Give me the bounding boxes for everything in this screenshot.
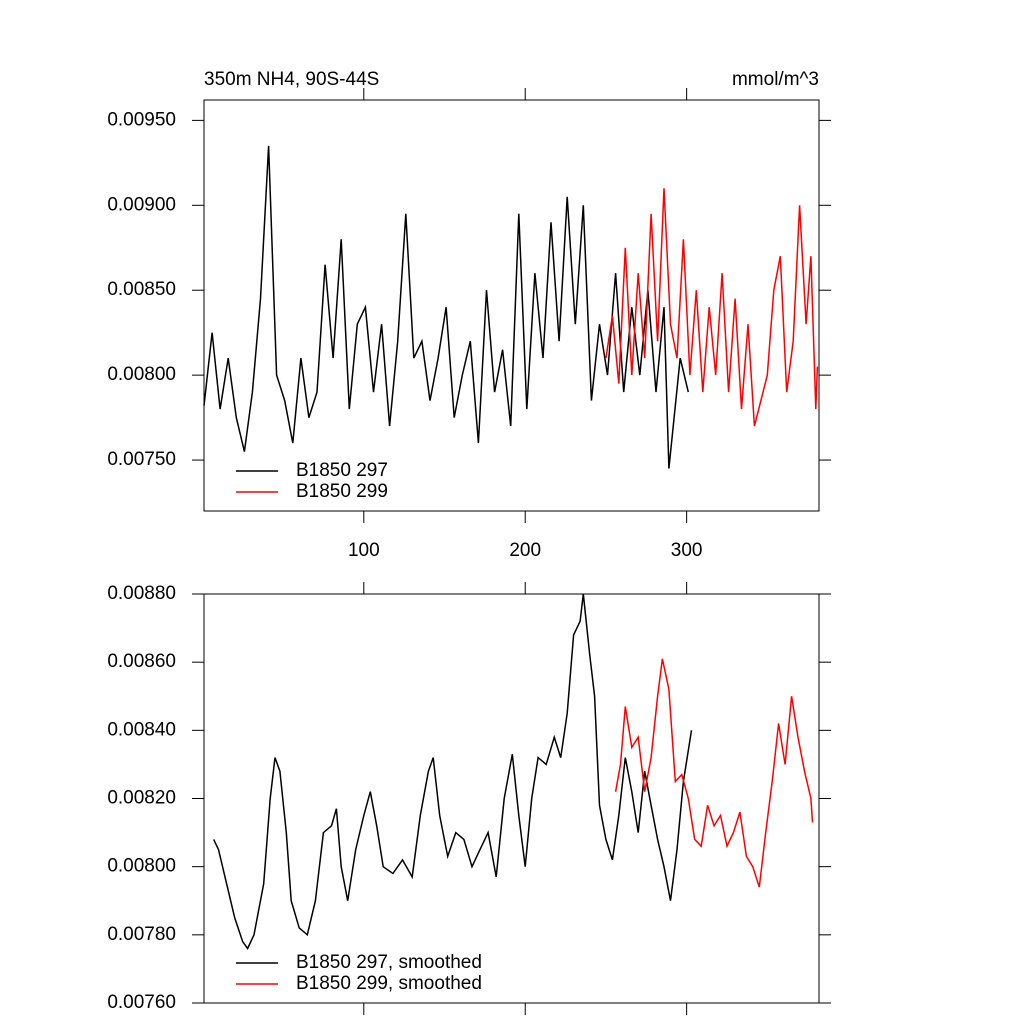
x-tick-label: 100 — [348, 540, 380, 561]
legend-label: B1850 299, smoothed — [296, 973, 482, 994]
data-line — [614, 658, 814, 888]
y-tick-label: 0.00900 — [107, 194, 176, 215]
y-tick-label: 0.00780 — [107, 924, 176, 945]
plot-frame — [203, 593, 820, 1004]
data-line — [605, 188, 819, 427]
units-label: mmol/m^3 — [732, 69, 819, 90]
legend-label: B1850 297 — [296, 460, 388, 481]
y-tick-label: 0.00800 — [107, 856, 176, 877]
legend-label: B1850 299 — [296, 481, 388, 502]
y-tick-label: 0.00850 — [107, 279, 176, 300]
chart-title: 350m NH4, 90S-44S — [204, 69, 379, 90]
y-tick-label: 0.00860 — [107, 651, 176, 672]
y-tick-label: 0.00820 — [107, 788, 176, 809]
data-line — [203, 145, 690, 469]
plot-frame — [203, 99, 820, 512]
x-tick-label: 300 — [671, 540, 703, 561]
y-tick-label: 0.00760 — [107, 992, 176, 1013]
x-tick-label: 200 — [509, 540, 541, 561]
legend-label: B1850 297, smoothed — [296, 952, 482, 973]
y-tick-label: 0.00750 — [107, 449, 176, 470]
data-line — [213, 593, 693, 950]
y-tick-label: 0.00800 — [107, 364, 176, 385]
y-tick-label: 0.00950 — [107, 109, 176, 130]
y-tick-label: 0.00840 — [107, 719, 176, 740]
y-tick-label: 0.00880 — [107, 583, 176, 604]
